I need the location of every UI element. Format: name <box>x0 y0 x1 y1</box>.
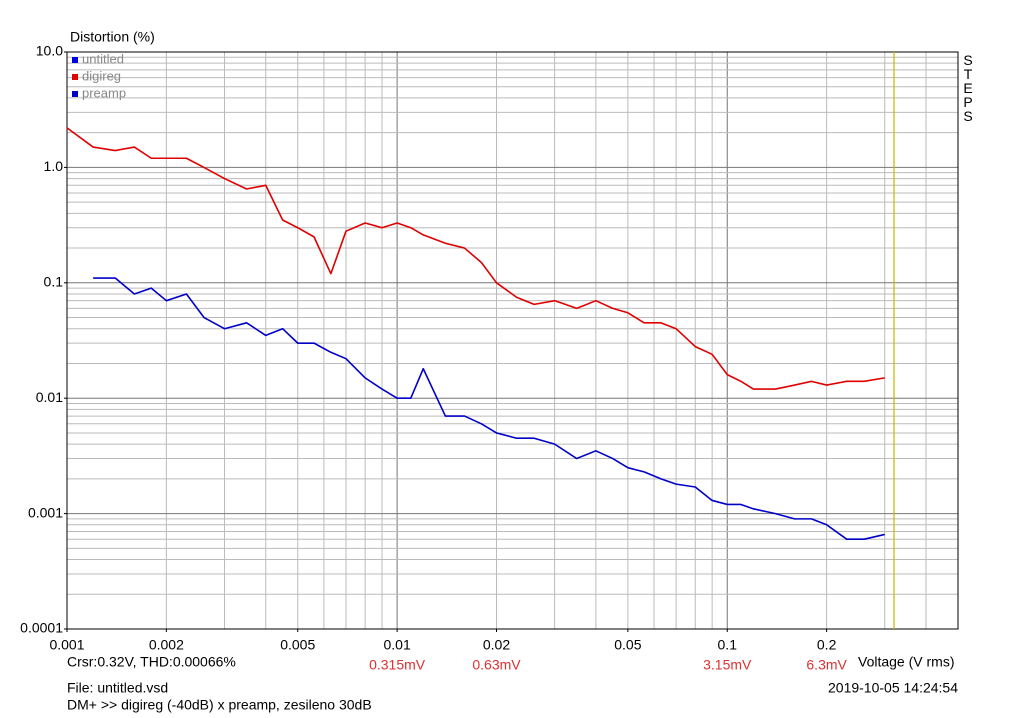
x-tick-label: 0.1 <box>718 637 738 653</box>
x2-tick-label: 0.63mV <box>472 657 521 673</box>
x2-tick-label: 6.3mV <box>806 657 847 673</box>
file-name: File: untitled.vsd <box>67 680 168 696</box>
x-tick-label: 0.01 <box>384 637 411 653</box>
cursor-readout: Crsr:0.32V, THD:0.00066% <box>67 654 236 670</box>
x-tick-label: 0.005 <box>280 637 315 653</box>
chart-title: Distortion (%) <box>70 29 155 45</box>
x2-tick-label: 0.315mV <box>369 657 426 673</box>
legend-label: preamp <box>82 85 126 100</box>
y-tick-label: 0.001 <box>28 504 63 520</box>
description: DM+ >> digireg (-40dB) x preamp, zesilen… <box>67 697 372 713</box>
x-tick-label: 0.2 <box>817 637 837 653</box>
legend-swatch <box>72 74 78 80</box>
y-tick-label: 0.0001 <box>20 620 63 636</box>
y-tick-label: 0.01 <box>36 389 63 405</box>
y-tick-label: 0.1 <box>44 274 64 290</box>
plot-frame <box>66 51 959 630</box>
series-line <box>93 277 885 540</box>
legend-swatch <box>72 57 78 63</box>
timestamp: 2019-10-05 14:24:54 <box>828 680 958 696</box>
series-line <box>66 127 885 390</box>
x-tick-label: 0.001 <box>49 637 84 653</box>
x-tick-label: 0.02 <box>483 637 510 653</box>
steps-label: STEPS <box>960 52 976 122</box>
legend-label: untitled <box>82 51 124 66</box>
x-tick-label: 0.05 <box>614 637 641 653</box>
x-tick-label: 0.002 <box>149 637 184 653</box>
y-tick-label: 1.0 <box>44 158 64 174</box>
x-axis-label: Voltage (V rms) <box>858 654 954 670</box>
legend-label: digireg <box>82 68 121 83</box>
x2-tick-label: 3.15mV <box>703 657 752 673</box>
y-tick-label: 10.0 <box>36 43 63 59</box>
legend-swatch <box>72 91 78 97</box>
